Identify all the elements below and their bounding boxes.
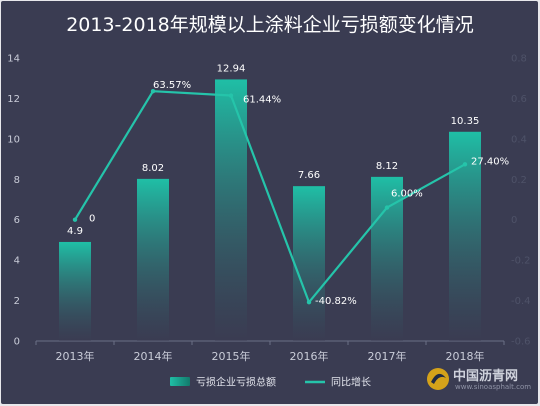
watermark-text: 中国沥青网	[453, 369, 519, 384]
y-left-tick-label: 0	[14, 337, 20, 348]
y-right-tick-label: 0.6	[511, 94, 527, 105]
growth-point	[228, 93, 234, 98]
chart-title: 2013-2018年规模以上涂料企业亏损额变化情况	[66, 14, 474, 36]
legend-group: 亏损企业亏损总额 同比增长	[170, 376, 371, 389]
legend-bar-swatch	[170, 377, 190, 386]
y-right-tick-label: 0.8	[511, 54, 527, 65]
x-tick-label: 2013年	[56, 349, 95, 363]
growth-value-label: 63.57%	[153, 80, 191, 91]
bar	[137, 178, 169, 341]
y-left-tick-label: 4	[14, 256, 20, 267]
growth-value-label: 0	[89, 214, 95, 225]
y-right-tick-label: -0.2	[511, 256, 531, 267]
bar	[293, 186, 325, 341]
legend-line-label: 同比增长	[331, 376, 371, 389]
x-tick-label: 2017年	[368, 349, 407, 363]
bar-value-label: 10.35	[451, 116, 480, 127]
bar	[215, 79, 247, 342]
growth-point	[306, 300, 312, 305]
growth-point	[72, 217, 78, 222]
growth-point	[384, 205, 390, 210]
y-left-tick-label: 8	[14, 175, 20, 186]
x-tick-label: 2016年	[290, 349, 329, 363]
legend-bar-label: 亏损企业亏损总额	[196, 376, 276, 389]
bar-value-label: 4.9	[67, 226, 83, 237]
y-right-tick-label: -0.4	[511, 296, 531, 307]
bar	[449, 131, 481, 341]
bar-value-label: 7.66	[298, 170, 320, 181]
growth-line	[74, 90, 466, 304]
growth-value-label: -40.82%	[315, 296, 357, 307]
x-tick-label: 2014年	[134, 349, 173, 363]
watermark-icon	[427, 368, 449, 390]
bar-value-label: 8.02	[142, 163, 164, 174]
bar	[371, 176, 403, 341]
watermark-logo: 中国沥青网 www.sinoasphalt.com	[425, 362, 532, 398]
y-left-tick-label: 10	[7, 134, 20, 145]
y-left-tick-label: 2	[14, 296, 20, 307]
y-left-tick-label: 6	[14, 215, 20, 226]
y-right-tick-label: 0.4	[511, 134, 527, 145]
bar	[59, 241, 91, 341]
growth-value-label: 6.00%	[391, 189, 423, 200]
bar-value-label: 12.94	[217, 63, 246, 74]
growth-value-label: 27.40%	[471, 156, 509, 167]
x-tick-label: 2018年	[446, 349, 485, 363]
watermark-subtext: www.sinoasphalt.com	[455, 383, 532, 391]
bars-group	[59, 79, 481, 342]
y-right-tick-label: -0.6	[511, 337, 531, 348]
y-left-tick-label: 12	[7, 94, 20, 105]
y-left-tick-label: 14	[7, 54, 20, 65]
y-right-tick-label: 0.2	[511, 175, 527, 186]
y-right-tick-label: 0	[511, 215, 517, 226]
growth-value-label: 61.44%	[243, 95, 281, 106]
data-labels-group: 4.9 8.02 12.94 7.66 8.12 10.35 0 63.57% 61.44% -4…	[67, 63, 509, 307]
axes-group: 0 2 4 6 8 10 12 14 -0.6 -0.4 -0.2 0 0.2 0.4 0.6 0.8 2013…	[7, 54, 530, 364]
growth-point	[462, 162, 468, 167]
growth-point	[150, 89, 156, 94]
line-group	[72, 89, 468, 305]
x-tick-label: 2015年	[212, 349, 251, 363]
bar-value-label: 8.12	[376, 161, 398, 172]
